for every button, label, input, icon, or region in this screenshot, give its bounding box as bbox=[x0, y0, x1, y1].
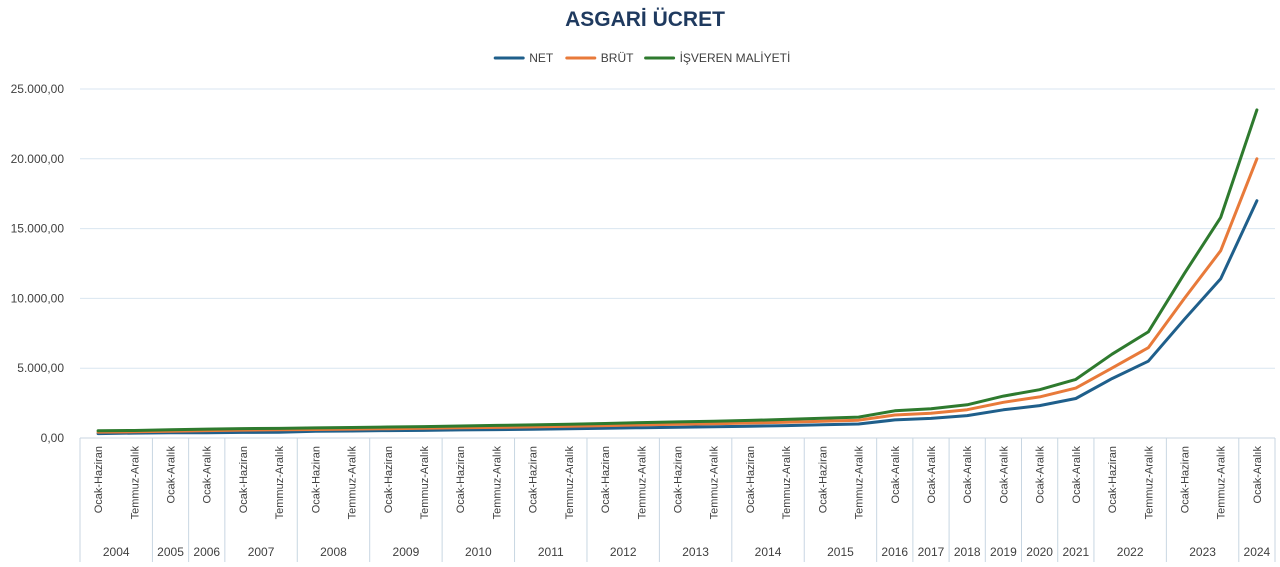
x-tick-label: Ocak-Aralık bbox=[166, 446, 178, 504]
legend-item: NET bbox=[493, 51, 554, 65]
x-tick-label: Ocak-Haziran bbox=[600, 446, 612, 513]
year-label: 2020 bbox=[1026, 545, 1053, 559]
y-tick-label: 25.000,00 bbox=[11, 82, 65, 96]
year-label: 2016 bbox=[881, 545, 908, 559]
year-label: 2017 bbox=[918, 545, 945, 559]
year-label: 2012 bbox=[610, 545, 637, 559]
y-tick-label: 0,00 bbox=[41, 431, 65, 445]
y-tick-label: 15.000,00 bbox=[11, 222, 65, 236]
x-tick-label: Ocak-Haziran bbox=[455, 446, 467, 513]
year-label: 2018 bbox=[954, 545, 981, 559]
gridlines bbox=[80, 88, 1275, 369]
x-tick-label: Ocak-Haziran bbox=[1107, 446, 1119, 513]
year-label: 2010 bbox=[465, 545, 492, 559]
x-tick-label: Temmuz-Aralık bbox=[636, 446, 648, 520]
year-label: 2021 bbox=[1062, 545, 1089, 559]
x-tick-label: Ocak-Haziran bbox=[383, 446, 395, 513]
x-tick-label: Temmuz-Aralık bbox=[419, 446, 431, 520]
x-tick-label: Temmuz-Aralık bbox=[709, 446, 721, 520]
x-tick-label: Temmuz-Aralık bbox=[274, 446, 286, 520]
x-tick-label: Ocak-Haziran bbox=[817, 446, 829, 513]
legend: NET BRÜT İŞVEREN MALİYETİ bbox=[493, 51, 791, 65]
x-tick-label: Ocak-Aralık bbox=[890, 446, 902, 504]
x-tick-label: Ocak-Aralık bbox=[926, 446, 938, 504]
y-tick-label: 20.000,00 bbox=[11, 152, 65, 166]
year-label: 2005 bbox=[157, 545, 184, 559]
legend-label: İŞVEREN MALİYETİ bbox=[680, 51, 791, 65]
x-tick-label: Ocak-Aralık bbox=[1252, 446, 1264, 504]
x-tick-label: Ocak-Haziran bbox=[93, 446, 105, 513]
x-tick-label: Ocak-Haziran bbox=[310, 446, 322, 513]
year-label: 2013 bbox=[682, 545, 709, 559]
x-axis: Ocak-Haziran Temmuz-Aralık Ocak-Aralık Ocak… bbox=[79, 437, 1276, 562]
year-label: 2004 bbox=[103, 545, 130, 559]
legend-label: BRÜT bbox=[601, 51, 634, 65]
y-axis: 0,00 5.000,00 10.000,00 15.000,00 20.000,00 2… bbox=[11, 82, 65, 445]
x-tick-label: Temmuz-Aralık bbox=[1216, 446, 1228, 520]
year-label: 2008 bbox=[320, 545, 347, 559]
x-tick-label: Ocak-Haziran bbox=[673, 446, 685, 513]
x-tick-label: Temmuz-Aralık bbox=[1143, 446, 1155, 520]
series-line-2 bbox=[96, 157, 1259, 434]
x-tick-label: Ocak-Haziran bbox=[238, 446, 250, 513]
year-label: 2023 bbox=[1189, 545, 1216, 559]
year-label: 2011 bbox=[538, 545, 564, 559]
x-tick-label: Ocak-Aralık bbox=[1071, 446, 1083, 504]
x-tick-label: Ocak-Haziran bbox=[528, 446, 540, 513]
y-tick-label: 10.000,00 bbox=[11, 291, 65, 305]
legend-item: BRÜT bbox=[565, 51, 634, 65]
x-tick-label: Ocak-Aralık bbox=[202, 446, 214, 504]
year-label: 2014 bbox=[755, 545, 782, 559]
x-tick-label: Ocak-Aralık bbox=[1035, 446, 1047, 504]
x-tick-label: Ocak-Aralık bbox=[962, 446, 974, 504]
x-tick-label: Ocak-Haziran bbox=[745, 446, 757, 513]
legend-item: İŞVEREN MALİYETİ bbox=[644, 51, 791, 65]
year-label: 2019 bbox=[990, 545, 1017, 559]
x-tick-label: Temmuz-Aralık bbox=[347, 446, 359, 520]
chart-title: ASGARİ ÜCRET bbox=[565, 8, 725, 31]
x-tick-label: Ocak-Aralık bbox=[998, 446, 1010, 504]
year-label: 2015 bbox=[827, 545, 854, 559]
x-tick-label: Temmuz-Aralık bbox=[564, 446, 576, 520]
x-tick-label: Temmuz-Aralık bbox=[129, 446, 141, 520]
series-line-1 bbox=[96, 199, 1259, 436]
legend-label: NET bbox=[529, 51, 554, 65]
year-label: 2007 bbox=[248, 545, 275, 559]
series-lines bbox=[96, 108, 1259, 436]
x-tick-label: Temmuz-Aralık bbox=[491, 446, 503, 520]
year-label: 2022 bbox=[1117, 545, 1144, 559]
x-tick-label: Temmuz-Aralık bbox=[854, 446, 866, 520]
year-label: 2009 bbox=[393, 545, 420, 559]
x-tick-label: Temmuz-Aralık bbox=[781, 446, 793, 520]
year-label: 2024 bbox=[1244, 545, 1271, 559]
x-tick-label: Ocak-Haziran bbox=[1179, 446, 1191, 513]
year-label: 2006 bbox=[193, 545, 220, 559]
y-tick-label: 5.000,00 bbox=[17, 361, 64, 375]
series-line-3 bbox=[96, 108, 1259, 433]
